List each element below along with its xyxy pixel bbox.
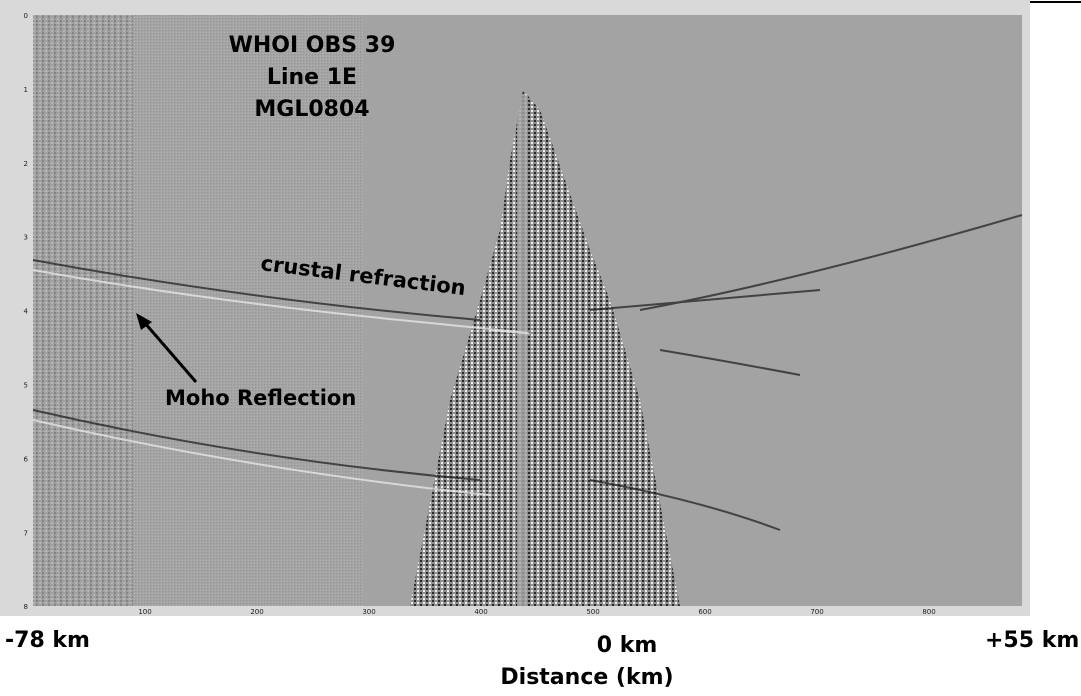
x-tick-label: 300 [362, 608, 375, 616]
y-tick-label: 8 [24, 603, 28, 611]
y-tick-label: 7 [24, 529, 28, 537]
title-line: Line 1E [267, 65, 357, 90]
y-tick-label: 6 [24, 455, 29, 463]
y-tick-label: 5 [24, 382, 28, 390]
moho-label: Moho Reflection [165, 386, 356, 410]
x-tick-label: 800 [922, 608, 935, 616]
noise-texture [33, 15, 133, 606]
x-tick-label: 100 [138, 608, 151, 616]
x-tick-label: 600 [698, 608, 711, 616]
y-tick-label: 0 [24, 12, 28, 20]
axis-label: Distance (km) [500, 665, 673, 690]
title-line: MGL0804 [254, 97, 369, 122]
y-tick-label: 3 [24, 234, 28, 242]
x-tick-label: 700 [810, 608, 823, 616]
y-tick-label: 1 [24, 86, 28, 94]
direct-wave-cone [410, 90, 680, 606]
arrivals [32, 214, 1023, 531]
x-tick-label: 200 [250, 608, 263, 616]
footer-center: 0 km [597, 633, 658, 658]
cone-center [517, 95, 527, 606]
footer-left: -78 km [5, 628, 90, 653]
y-tick-label: 4 [24, 308, 29, 316]
arrow-head [136, 313, 152, 330]
footer-right: +55 km [985, 628, 1079, 653]
x-tick-label: 400 [474, 608, 487, 616]
title-line: WHOI OBS 39 [229, 33, 396, 58]
y-tick-label: 2 [24, 160, 28, 168]
x-tick-label: 500 [586, 608, 599, 616]
arrow [142, 321, 198, 383]
